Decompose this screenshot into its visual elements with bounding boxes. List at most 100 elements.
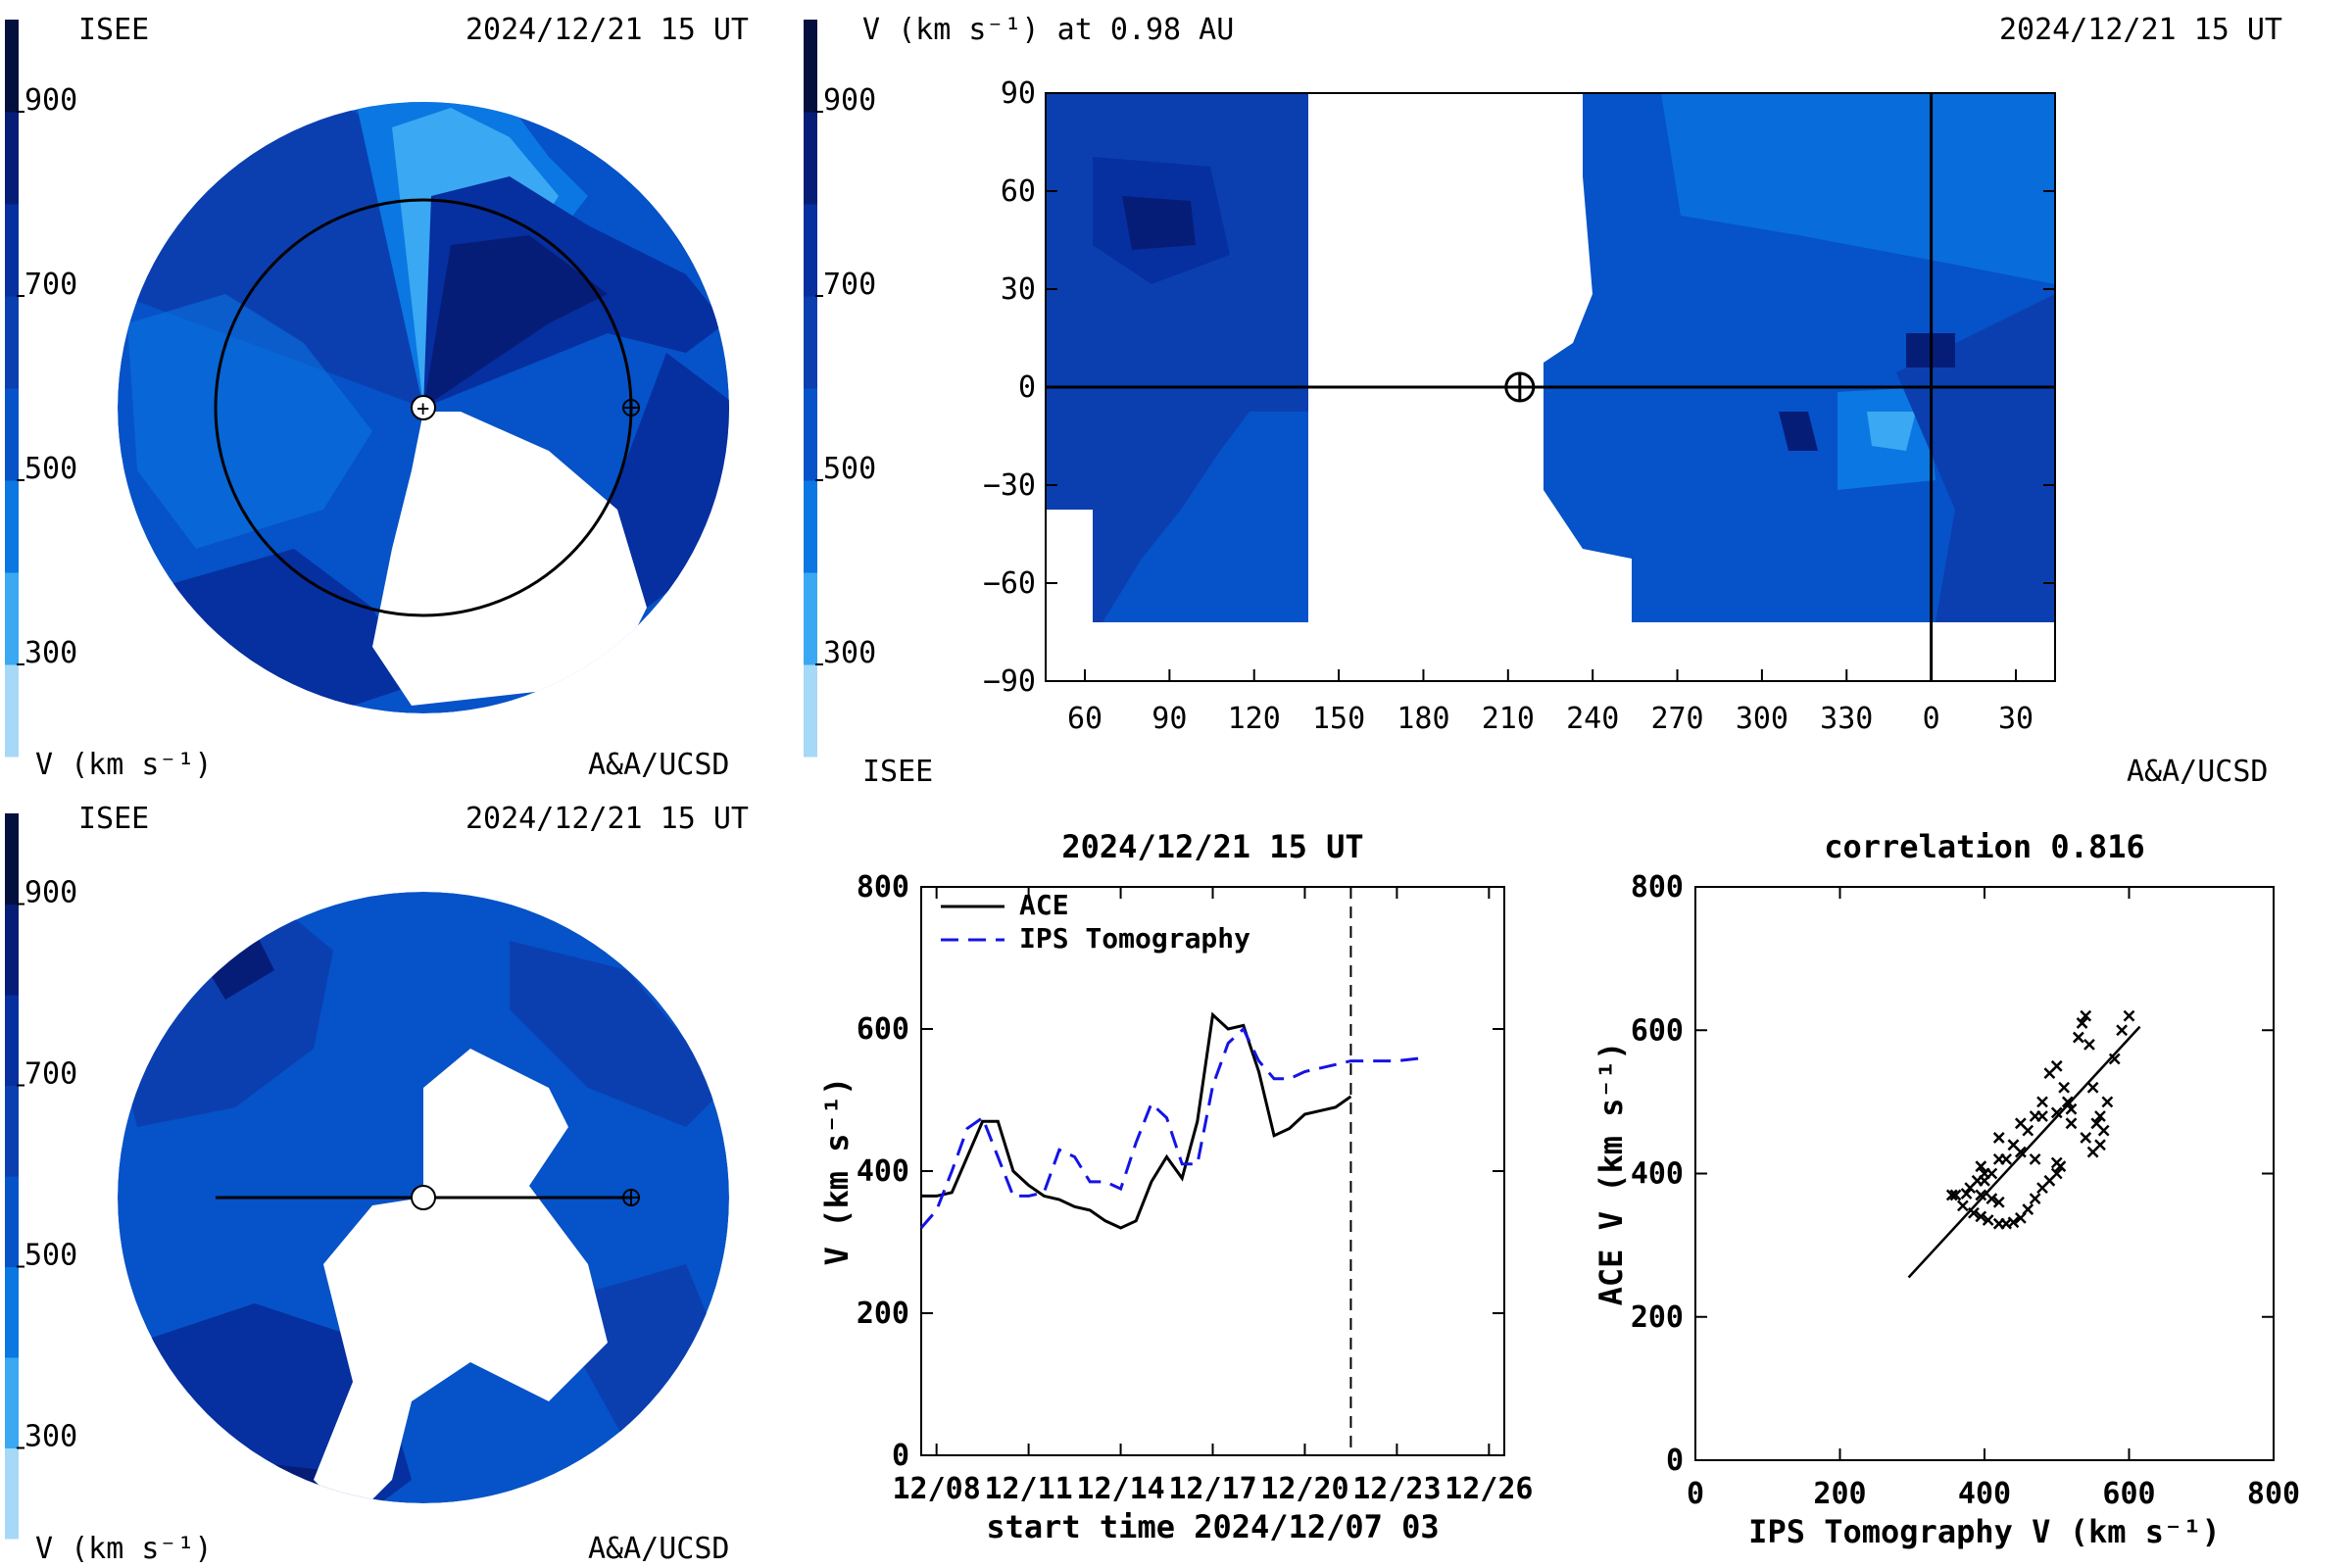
colorbar: 900 700 500 300 [5, 813, 77, 1540]
unit-label: V (km s⁻¹) [35, 748, 213, 782]
legend-label: ACE [1019, 889, 1069, 921]
colorbar-segment [5, 112, 19, 205]
polar-contour-view-top: 900 700 500 300 ISEE 2024/12/21 15 UT + V (… [5, 13, 749, 782]
x-tick-label: 400 [1958, 1477, 2011, 1511]
contour-field [118, 102, 729, 713]
chart-title: 2024/12/21 15 UT [1061, 828, 1363, 865]
colorbar-segment [804, 20, 817, 113]
scatter-point [2083, 1038, 2095, 1051]
y-tick-label: 0 [1018, 370, 1036, 405]
scatter-point [1985, 1193, 1998, 1204]
x-tick-label: 12/14 [1076, 1472, 1164, 1506]
y-tick-label: 600 [857, 1012, 909, 1047]
contour-field [118, 892, 729, 1503]
earth-marker [622, 1189, 640, 1206]
y-axis-label: V (km s⁻¹) [818, 1077, 856, 1266]
colorbar-tick-label: 300 [823, 636, 876, 670]
scatter-point [1945, 1189, 1958, 1201]
colorbar-segment [804, 664, 817, 758]
colorbar-segment [804, 388, 817, 481]
sun-marker [411, 1185, 436, 1210]
scatter-point [2065, 1117, 2078, 1130]
x-tick-label: 600 [2102, 1477, 2155, 1511]
x-tick-label: 270 [1650, 702, 1703, 736]
scatter-point [2054, 1160, 2067, 1173]
x-tick-label: 180 [1396, 702, 1449, 736]
scatter-point [1960, 1188, 1973, 1200]
scatter-point [2061, 1096, 2074, 1108]
y-axis-label: ACE V (km s⁻¹) [1592, 1042, 1630, 1306]
colorbar-segment [804, 296, 817, 389]
colorbar-tick-label: 500 [24, 452, 77, 486]
scatter-point [2080, 1132, 2092, 1144]
y-tick-label: 0 [1666, 1444, 1684, 1478]
y-tick-label: 400 [857, 1154, 909, 1189]
colorbar-segment [5, 1085, 19, 1177]
x-tick-label: 300 [1736, 702, 1788, 736]
map-title: V (km s⁻¹) at 0.98 AU [862, 13, 1234, 47]
scatter-point [2058, 1081, 2071, 1094]
scatter-point [2022, 1203, 2034, 1215]
colorbar-tick-label: 900 [823, 83, 876, 118]
scatter-point [2108, 1053, 2121, 1065]
scatter-point [2007, 1216, 2020, 1229]
x-tick-label: 0 [1923, 702, 1940, 736]
x-tick-label: 0 [1687, 1477, 1704, 1511]
colorbar-segment [5, 904, 19, 996]
colorbar-tick-label: 700 [823, 268, 876, 302]
colorbar-segment [804, 572, 817, 665]
x-tick-label: 60 [1067, 702, 1102, 736]
scatter-point [2094, 1139, 2106, 1152]
x-tick-label: 150 [1312, 702, 1365, 736]
credit-label: A&A/UCSD [2127, 755, 2269, 789]
colorbar-segment [5, 20, 19, 113]
x-tick-label: 330 [1820, 702, 1873, 736]
scatter-point [1975, 1160, 1987, 1173]
x-tick-label: 800 [2247, 1477, 2300, 1511]
x-tick-label: 12/26 [1445, 1472, 1533, 1506]
scatter-point [2036, 1096, 2048, 1108]
scatter-point [1992, 1132, 2005, 1144]
svg-text:+: + [416, 397, 429, 421]
x-tick-label: 200 [1813, 1477, 1866, 1511]
colorbar-tick-label: 700 [24, 1057, 77, 1092]
series-line-ace [921, 1011, 1352, 1230]
scatter-point [2080, 1009, 2092, 1022]
scatter-point [1982, 1214, 1994, 1226]
colorbar-segment [804, 480, 817, 573]
colorbar-segment [5, 995, 19, 1086]
map-contour-field [1046, 93, 2055, 622]
scatter-point [2050, 1106, 2063, 1119]
isee-label: ISEE [862, 755, 933, 789]
colorbar-segment [5, 388, 19, 481]
colorbar-tick-label: 700 [24, 268, 77, 302]
x-tick-label: 30 [1998, 702, 2034, 736]
colorbar-segment [5, 296, 19, 389]
y-tick-label: 400 [1631, 1157, 1684, 1192]
colorbar-segment [5, 1357, 19, 1448]
colorbar-tick-label: 300 [24, 1420, 77, 1454]
isee-label: ISEE [78, 802, 149, 836]
colorbar-segment [5, 480, 19, 573]
scatter-point [2116, 1024, 2129, 1037]
timestamp: 2024/12/21 15 UT [466, 13, 749, 47]
x-axis-label: IPS Tomography V (km s⁻¹) [1748, 1513, 2221, 1550]
colorbar-segment [5, 1266, 19, 1358]
y-tick-label: 90 [1001, 76, 1036, 111]
scatter-point [2050, 1167, 2063, 1180]
x-tick-label: 12/20 [1260, 1472, 1348, 1506]
x-tick-label: 12/23 [1352, 1472, 1441, 1506]
y-tick-label: 0 [892, 1439, 909, 1473]
y-tick-label: 800 [1631, 870, 1684, 905]
scatter-point [1956, 1200, 1969, 1212]
scatter-point [2101, 1096, 2114, 1108]
colorbar-tick-label: 500 [823, 452, 876, 486]
credit-label: A&A/UCSD [588, 748, 730, 782]
colorbar-tick-label: 900 [24, 876, 77, 910]
colorbar-tick-label: 500 [24, 1239, 77, 1273]
y-tick-label: 60 [1001, 174, 1036, 209]
sun-marker [411, 395, 436, 420]
colorbar-segment [5, 1447, 19, 1540]
